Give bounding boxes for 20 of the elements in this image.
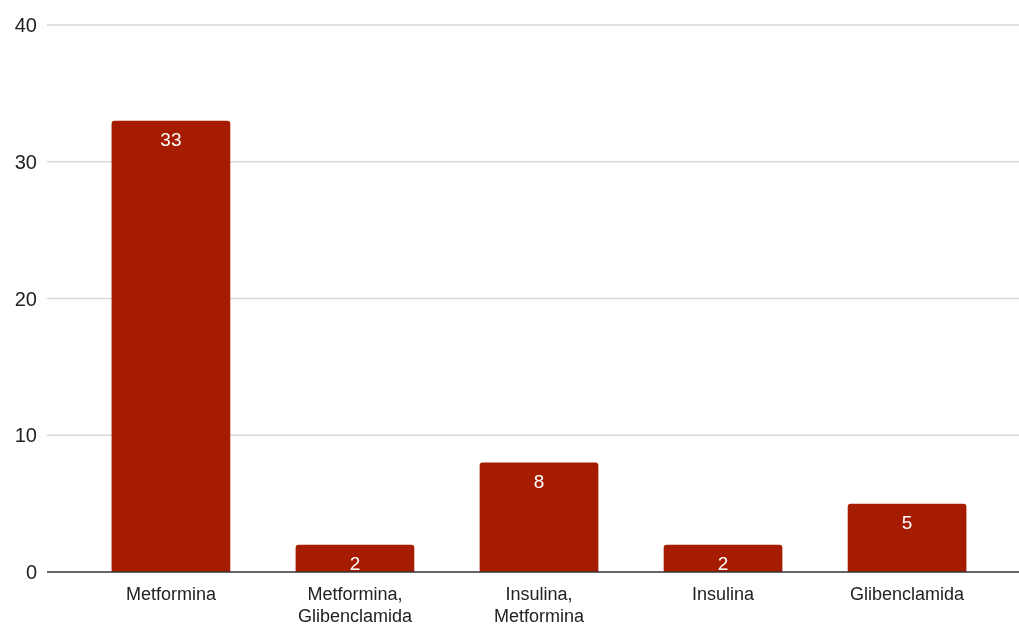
y-tick-label: 0 (25, 561, 37, 583)
bar (847, 503, 967, 572)
x-tick-label: Metformina (125, 584, 217, 604)
y-tick-label: 10 (14, 424, 37, 447)
x-tick-label: Insulina (692, 584, 756, 604)
y-tick-label: 30 (14, 150, 37, 173)
bar (479, 462, 599, 572)
x-tick-label: Glibenclamida (850, 584, 966, 604)
bar (663, 544, 783, 572)
x-tick-label: Insulina, Metformina (493, 584, 585, 625)
data-label: 33 (160, 128, 182, 150)
y-tick-label: 40 (14, 14, 37, 36)
data-label: 5 (901, 511, 913, 533)
y-tick-label: 20 (14, 287, 37, 310)
bar (111, 120, 231, 572)
data-label: 2 (717, 552, 729, 574)
data-label: 2 (349, 552, 361, 574)
x-tick-label: Metformina, Glibenclamida (297, 584, 413, 625)
bar (295, 544, 415, 572)
data-label: 8 (533, 470, 545, 492)
